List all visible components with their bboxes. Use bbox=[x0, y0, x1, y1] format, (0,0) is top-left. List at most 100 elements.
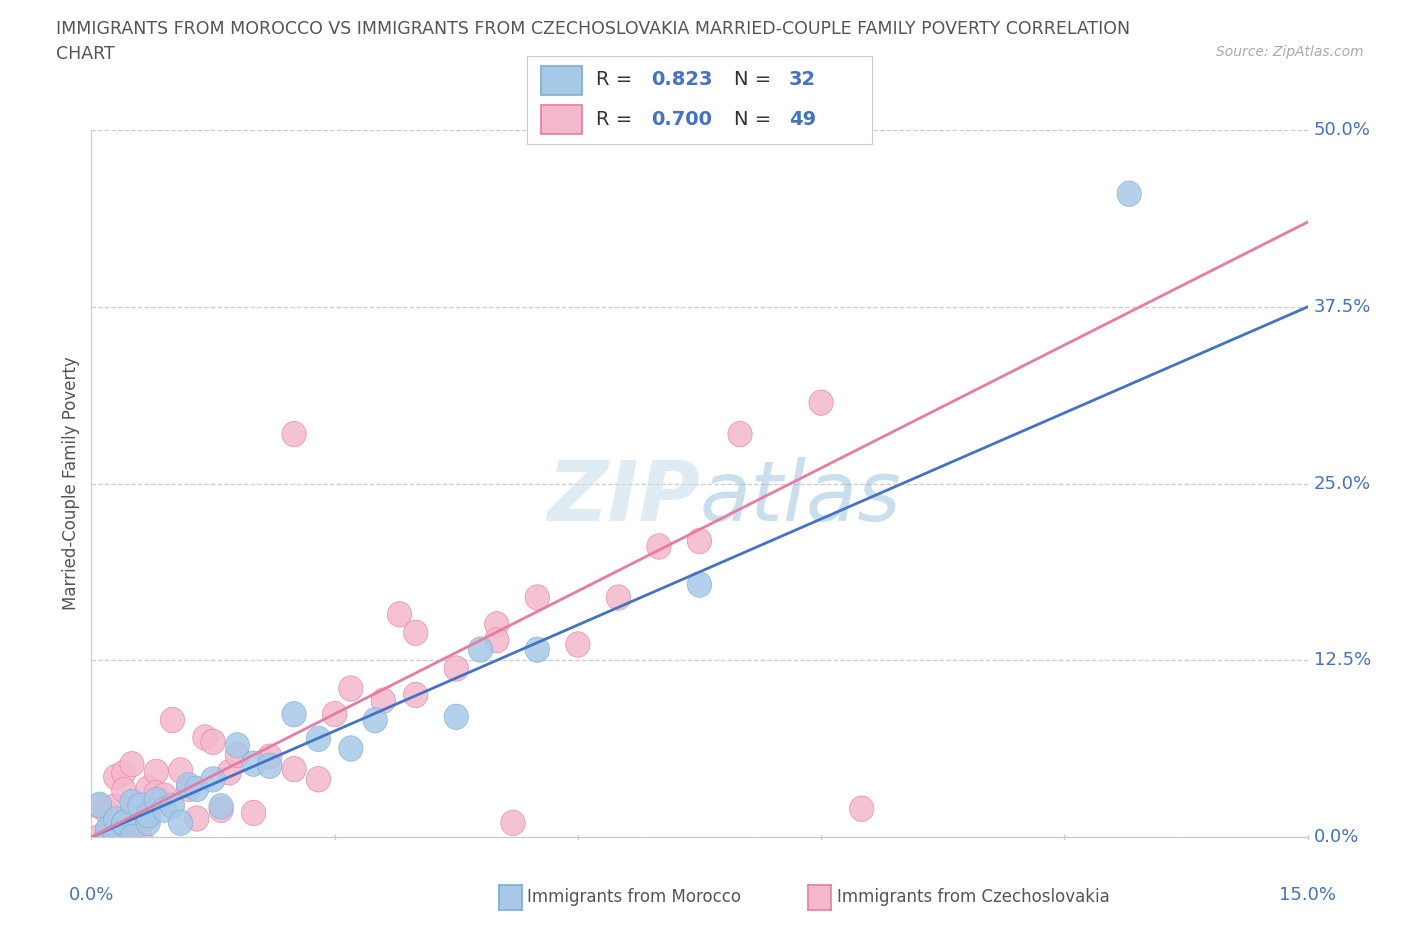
Text: CHART: CHART bbox=[56, 45, 115, 62]
Ellipse shape bbox=[169, 758, 193, 783]
Text: 37.5%: 37.5% bbox=[1313, 298, 1371, 316]
Ellipse shape bbox=[371, 688, 395, 713]
Ellipse shape bbox=[111, 760, 136, 786]
Ellipse shape bbox=[201, 766, 225, 792]
Ellipse shape bbox=[468, 637, 492, 662]
Text: N =: N = bbox=[734, 70, 778, 89]
Text: 0.823: 0.823 bbox=[651, 70, 713, 89]
Text: Immigrants from Czechoslovakia: Immigrants from Czechoslovakia bbox=[837, 888, 1109, 907]
Ellipse shape bbox=[808, 390, 834, 416]
Ellipse shape bbox=[283, 701, 307, 727]
Ellipse shape bbox=[193, 724, 217, 751]
Text: 50.0%: 50.0% bbox=[1313, 121, 1371, 140]
Ellipse shape bbox=[363, 708, 387, 733]
Text: 15.0%: 15.0% bbox=[1279, 886, 1336, 905]
Text: Source: ZipAtlas.com: Source: ZipAtlas.com bbox=[1216, 45, 1364, 59]
Ellipse shape bbox=[96, 817, 120, 844]
Ellipse shape bbox=[404, 683, 427, 708]
Ellipse shape bbox=[96, 800, 120, 826]
Ellipse shape bbox=[647, 534, 671, 559]
Text: R =: R = bbox=[596, 70, 638, 89]
Ellipse shape bbox=[728, 421, 752, 446]
Ellipse shape bbox=[160, 793, 184, 818]
Ellipse shape bbox=[87, 792, 111, 817]
Ellipse shape bbox=[152, 783, 177, 808]
Ellipse shape bbox=[606, 585, 630, 610]
Ellipse shape bbox=[120, 751, 143, 777]
Ellipse shape bbox=[201, 729, 225, 754]
Ellipse shape bbox=[111, 810, 136, 835]
Ellipse shape bbox=[339, 676, 363, 701]
Text: 12.5%: 12.5% bbox=[1313, 651, 1371, 670]
Text: IMMIGRANTS FROM MOROCCO VS IMMIGRANTS FROM CZECHOSLOVAKIA MARRIED-COUPLE FAMILY : IMMIGRANTS FROM MOROCCO VS IMMIGRANTS FR… bbox=[56, 20, 1130, 38]
Ellipse shape bbox=[136, 804, 160, 830]
FancyBboxPatch shape bbox=[541, 66, 582, 95]
Ellipse shape bbox=[485, 628, 509, 653]
Ellipse shape bbox=[96, 824, 120, 850]
Ellipse shape bbox=[526, 585, 550, 610]
Ellipse shape bbox=[444, 656, 468, 682]
Ellipse shape bbox=[160, 708, 184, 733]
Ellipse shape bbox=[404, 620, 427, 645]
Ellipse shape bbox=[128, 824, 152, 850]
Ellipse shape bbox=[104, 806, 128, 832]
Ellipse shape bbox=[565, 631, 591, 658]
Ellipse shape bbox=[849, 796, 873, 821]
Ellipse shape bbox=[225, 742, 249, 767]
Ellipse shape bbox=[152, 797, 177, 822]
Ellipse shape bbox=[387, 602, 412, 627]
Text: 32: 32 bbox=[789, 70, 815, 89]
Text: Immigrants from Morocco: Immigrants from Morocco bbox=[527, 888, 741, 907]
Ellipse shape bbox=[209, 793, 233, 819]
Ellipse shape bbox=[225, 733, 249, 758]
Ellipse shape bbox=[111, 777, 136, 803]
Ellipse shape bbox=[120, 790, 143, 815]
Ellipse shape bbox=[184, 777, 209, 802]
Y-axis label: Married-Couple Family Poverty: Married-Couple Family Poverty bbox=[62, 357, 80, 610]
Ellipse shape bbox=[104, 824, 128, 850]
Ellipse shape bbox=[257, 753, 283, 778]
Text: N =: N = bbox=[734, 110, 778, 129]
Text: 0.700: 0.700 bbox=[651, 110, 713, 129]
Ellipse shape bbox=[1116, 181, 1142, 206]
Ellipse shape bbox=[128, 793, 152, 818]
Ellipse shape bbox=[87, 824, 111, 850]
Ellipse shape bbox=[136, 810, 160, 835]
Text: 25.0%: 25.0% bbox=[1313, 474, 1371, 493]
Ellipse shape bbox=[283, 756, 307, 782]
Ellipse shape bbox=[283, 421, 307, 446]
Ellipse shape bbox=[242, 800, 266, 826]
Ellipse shape bbox=[120, 824, 143, 850]
Ellipse shape bbox=[339, 736, 363, 762]
Ellipse shape bbox=[104, 793, 128, 818]
Ellipse shape bbox=[177, 773, 201, 798]
FancyBboxPatch shape bbox=[541, 105, 582, 134]
Ellipse shape bbox=[485, 612, 509, 637]
Ellipse shape bbox=[177, 776, 201, 802]
Ellipse shape bbox=[501, 810, 526, 835]
Ellipse shape bbox=[169, 810, 193, 835]
Ellipse shape bbox=[217, 760, 242, 785]
Ellipse shape bbox=[120, 824, 143, 850]
Ellipse shape bbox=[111, 810, 136, 835]
Ellipse shape bbox=[136, 776, 160, 801]
Ellipse shape bbox=[96, 817, 120, 842]
Ellipse shape bbox=[526, 637, 550, 662]
Ellipse shape bbox=[209, 797, 233, 822]
Text: atlas: atlas bbox=[699, 458, 901, 538]
Ellipse shape bbox=[257, 744, 283, 769]
Ellipse shape bbox=[128, 824, 152, 850]
Ellipse shape bbox=[143, 780, 169, 805]
Ellipse shape bbox=[307, 766, 330, 792]
Ellipse shape bbox=[322, 701, 347, 727]
Ellipse shape bbox=[242, 751, 266, 777]
Ellipse shape bbox=[136, 803, 160, 828]
Text: ZIP: ZIP bbox=[547, 458, 699, 538]
Ellipse shape bbox=[184, 805, 209, 831]
Ellipse shape bbox=[444, 704, 468, 729]
Ellipse shape bbox=[307, 726, 330, 751]
Ellipse shape bbox=[143, 788, 169, 813]
Ellipse shape bbox=[688, 572, 711, 597]
Text: 0.0%: 0.0% bbox=[69, 886, 114, 905]
Ellipse shape bbox=[688, 528, 711, 553]
